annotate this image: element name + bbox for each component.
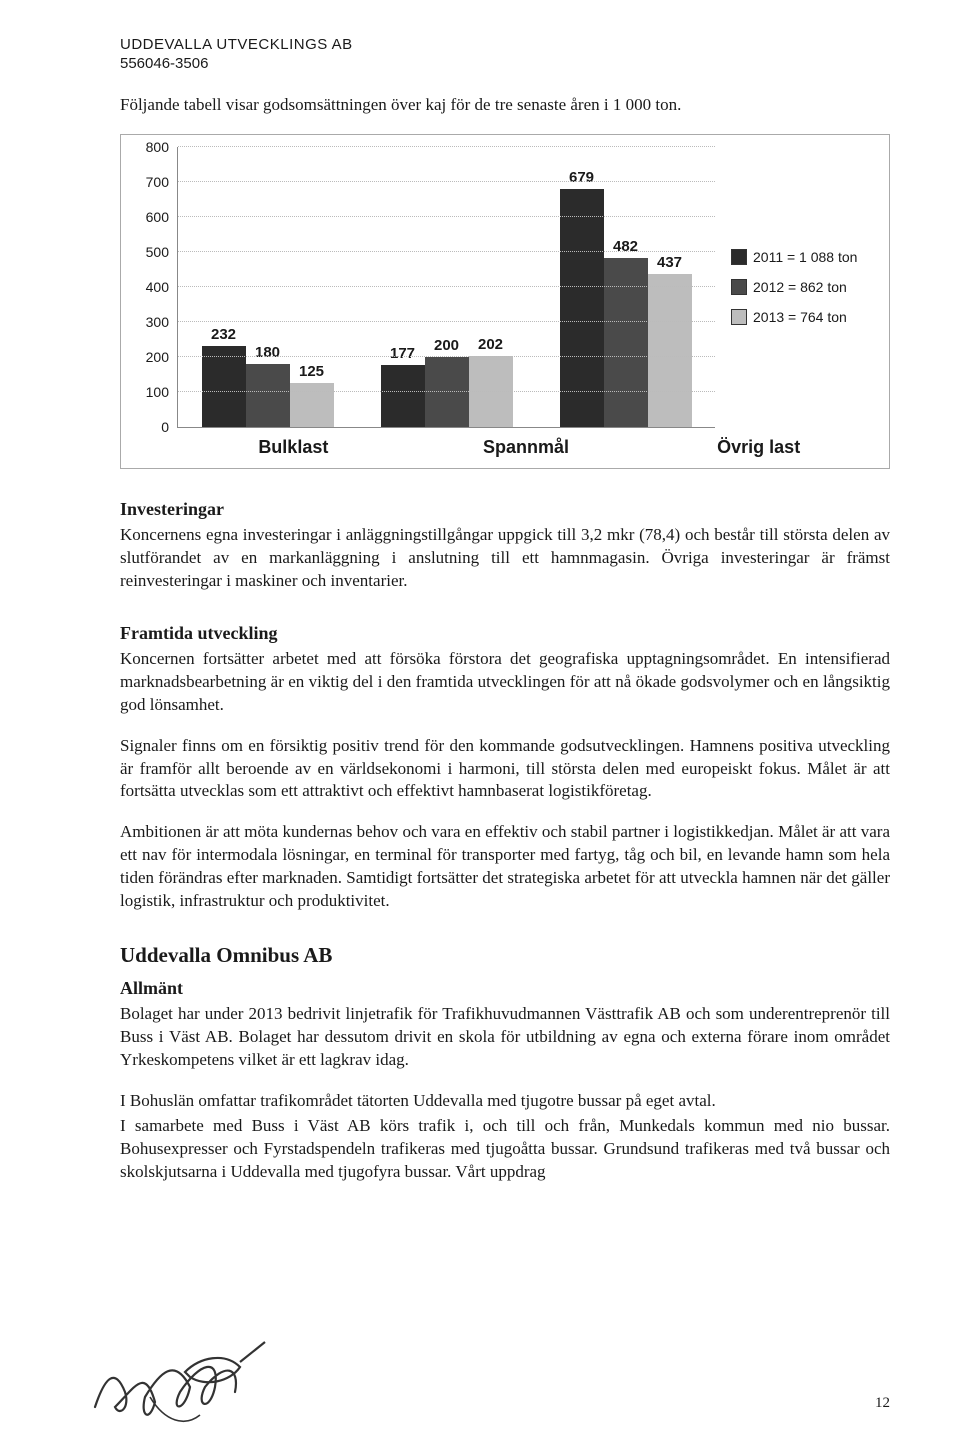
legend-swatch-icon [731,249,747,265]
legend-swatch-icon [731,279,747,295]
section-heading-allmant: Allmänt [120,978,890,999]
paragraph: I Bohuslän omfattar trafikområdet tätort… [120,1090,890,1113]
bar: 180 [246,364,290,427]
legend-label: 2013 = 764 ton [753,309,847,325]
bar: 200 [425,357,469,427]
grid-line [178,181,715,182]
plot-area: 232180125177200202679482437 [177,147,715,428]
bar-groups: 232180125177200202679482437 [178,147,715,427]
section-heading-framtida: Framtida utveckling [120,623,890,644]
signature-icon [90,1337,310,1427]
legend-label: 2011 = 1 088 ton [753,249,857,265]
bar-value-label: 232 [211,326,236,343]
paragraph: Koncernens egna investeringar i anläggni… [120,524,890,593]
header-company: UDDEVALLA UTVECKLINGS AB [120,36,890,53]
section-heading-omnibus: Uddevalla Omnibus AB [120,943,890,968]
paragraph: Bolaget har under 2013 bedrivit linjetra… [120,1003,890,1072]
bar: 232 [202,346,246,427]
section-heading-investeringar: Investeringar [120,499,890,520]
paragraph: Koncernen fortsätter arbetet med att för… [120,648,890,717]
bar-value-label: 125 [299,363,324,380]
bar: 482 [604,258,648,427]
y-axis-ticks: 0100200300400500600700800 [135,147,177,427]
grid-line [178,251,715,252]
bar-value-label: 202 [478,336,503,353]
legend-row: 2013 = 764 ton [731,309,875,325]
bar-value-label: 437 [657,254,682,271]
legend-row: 2011 = 1 088 ton [731,249,875,265]
bar-value-label: 679 [569,169,594,186]
bar-value-label: 200 [434,337,459,354]
legend-label: 2012 = 862 ton [753,279,847,295]
bar-value-label: 180 [255,344,280,361]
bar: 437 [648,274,692,427]
plot-wrap: 0100200300400500600700800 23218012517720… [135,147,715,427]
page-number: 12 [875,1395,890,1412]
page: UDDEVALLA UTVECKLINGS AB 556046-3506 Föl… [0,0,960,1442]
chart-area: 0100200300400500600700800 23218012517720… [135,147,875,427]
chart-container: 0100200300400500600700800 23218012517720… [120,134,890,469]
header-orgnr: 556046-3506 [120,55,890,72]
paragraph: Ambitionen är att möta kundernas behov o… [120,821,890,913]
x-tick: Spannmål [410,437,643,458]
grid-line [178,146,715,147]
grid-line [178,286,715,287]
bar-value-label: 177 [390,345,415,362]
legend-row: 2012 = 862 ton [731,279,875,295]
paragraph: Signaler finns om en försiktig positiv t… [120,735,890,804]
signature-scribble [90,1337,310,1432]
x-tick: Bulklast [177,437,410,458]
grid-line [178,216,715,217]
grid-line [178,356,715,357]
legend-swatch-icon [731,309,747,325]
legend: 2011 = 1 088 ton 2012 = 862 ton 2013 = 764… [715,147,875,427]
grid-line [178,321,715,322]
x-axis-ticks: BulklastSpannmålÖvrig last [177,437,875,458]
grid-line [178,391,715,392]
x-tick: Övrig last [642,437,875,458]
bar-value-label: 482 [613,238,638,255]
bar: 177 [381,365,425,427]
bar-group: 232180125 [202,346,334,427]
bar: 125 [290,383,334,427]
paragraph: I samarbete med Buss i Väst AB körs traf… [120,1115,890,1184]
intro-text: Följande tabell visar godsomsättningen ö… [120,94,890,117]
